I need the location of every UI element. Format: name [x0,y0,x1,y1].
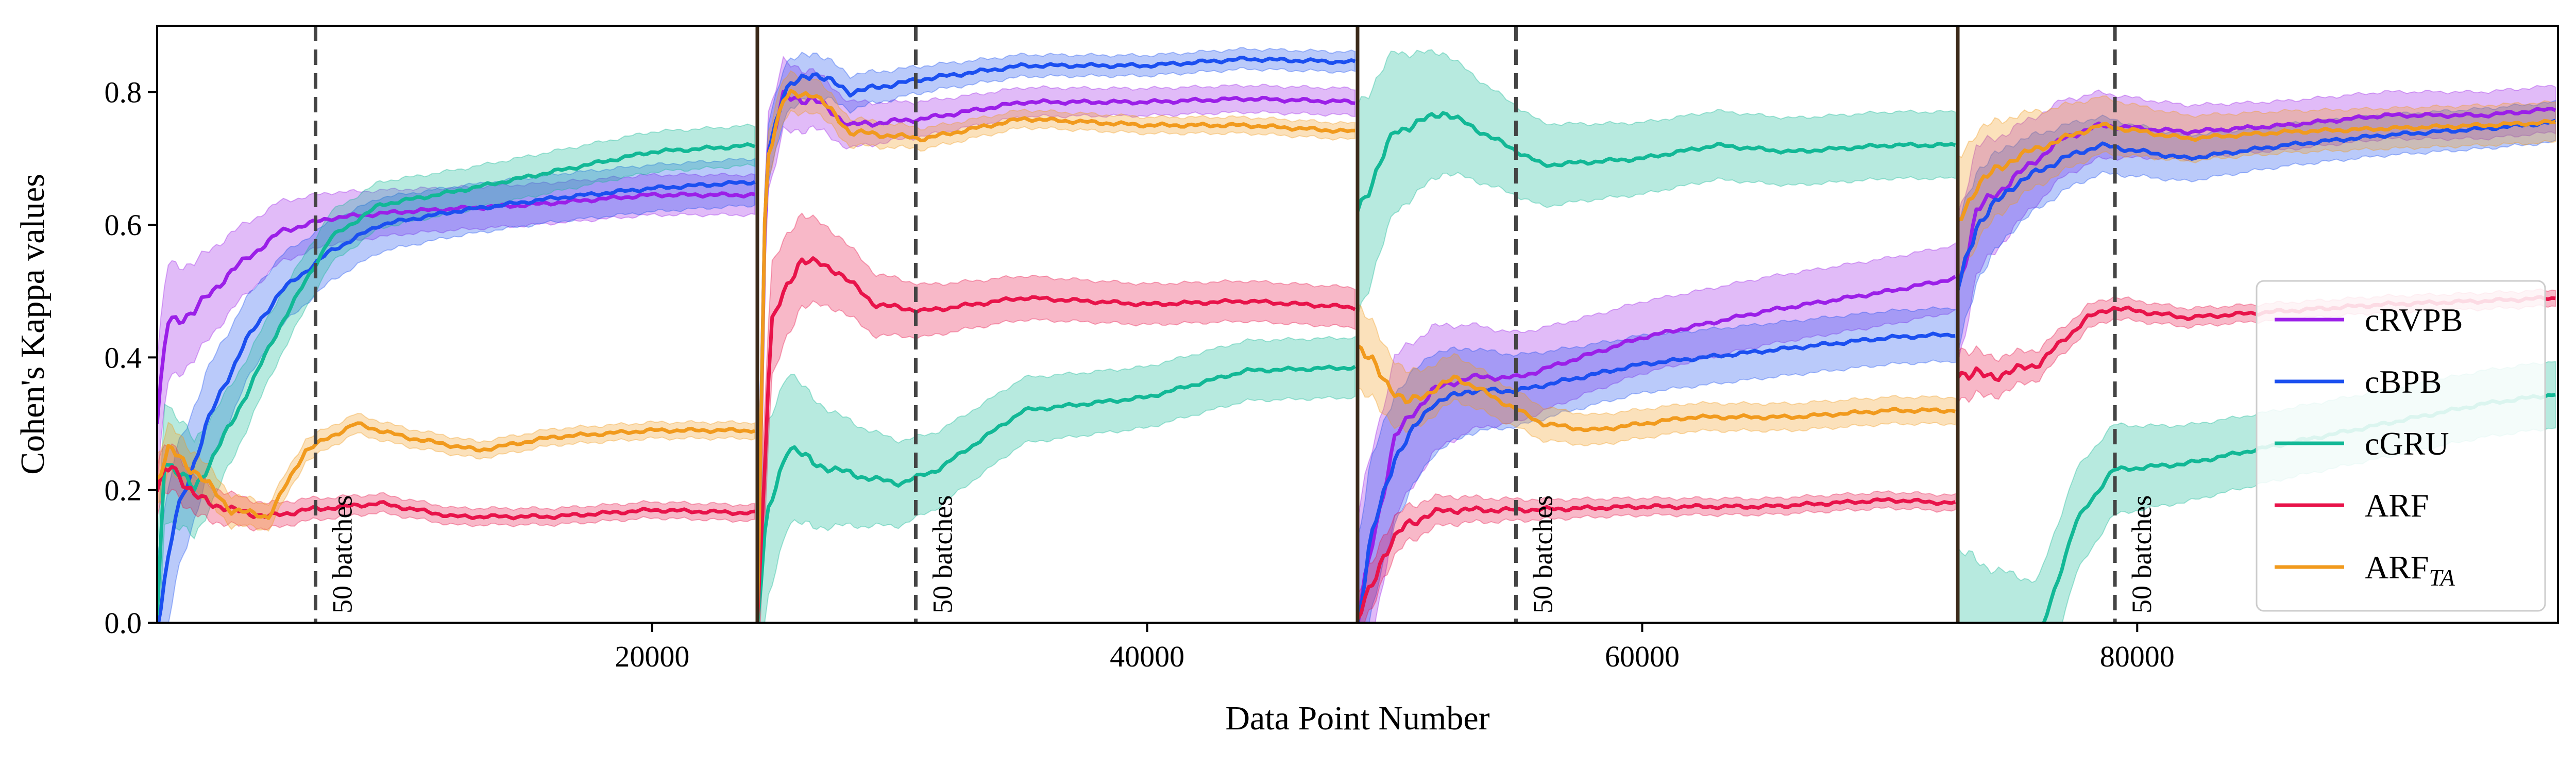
x-tick-label-0: 20000 [615,640,689,673]
band-arf-ta-segment-2 [757,70,1356,623]
series-line-cgru-segment-2 [756,364,1356,623]
band-cgru-segment-2 [757,336,1356,623]
series-line-arf-ta-segment-2 [755,89,1355,623]
plot-frame [156,25,2559,624]
series-line-arf-ta-segment-1 [157,421,756,520]
series-line-arf-ta-segment-3 [1357,344,1956,432]
legend-label-crvpb: cRVPB [2365,302,2463,338]
band-cbpb-segment-3 [1357,306,1956,623]
series-line-cbpb-segment-3 [1355,331,1956,623]
band-arf-segment-3 [1357,490,1956,623]
band-arf-ta-segment-3 [1357,302,1956,446]
series-line-cgru-segment-3 [1355,111,1956,212]
series-line-arf-segment-2 [755,256,1356,622]
legend-label-arf: ARF [2365,487,2429,524]
batch-marker-label-2: 50 batches [927,495,958,613]
series-line-arf-segment-3 [1355,497,1956,621]
series-line-arf-ta-segment-4 [1957,119,2556,221]
batch-marker-label-3: 50 batches [1527,495,1558,613]
batch-marker-label-4: 50 batches [2126,495,2157,613]
batch-marker-label-1: 50 batches [327,495,358,613]
series-line-cbpb-segment-2 [755,56,1356,620]
legend-box [2256,280,2546,612]
band-crvpb-segment-3 [1357,242,1956,623]
y-tick-label-2: 0.4 [105,341,142,374]
band-arf-segment-4 [1957,288,2556,405]
legend-label-base: ARF [2365,549,2429,586]
series-line-crvpb-segment-1 [157,191,755,424]
x-tick-label-1: 40000 [1110,640,1184,673]
x-axis-title: Data Point Number [1225,700,1489,737]
band-cbpb-segment-2 [757,47,1356,623]
y-tick-label-3: 0.6 [105,208,142,242]
y-tick-label-0: 0.0 [105,606,142,640]
legend-label-cbpb: cBPB [2365,363,2442,400]
y-tick-label-4: 0.8 [105,76,142,109]
band-cgru-segment-3 [1357,49,1956,318]
band-arf-ta-segment-1 [157,413,756,532]
series-line-crvpb-segment-2 [755,90,1355,619]
y-axis-title: Cohen's Kappa values [14,174,52,475]
series-line-cbpb-segment-4 [1956,119,2556,291]
series-line-crvpb-segment-3 [1356,275,1957,623]
band-arf-segment-2 [757,212,1356,623]
legend-label-arf-ta: ARFTA [2365,549,2455,591]
band-arf-ta-segment-4 [1957,95,2556,284]
x-tick-label-3: 80000 [2100,640,2175,673]
series-line-cgru-segment-1 [157,142,756,615]
legend-label-subscript: TA [2429,564,2455,591]
series-line-cbpb-segment-1 [157,179,756,623]
x-tick-label-2: 60000 [1605,640,1680,673]
legend-label-cgru: cGRU [2365,425,2449,462]
band-cgru-segment-1 [157,123,756,623]
band-crvpb-segment-4 [1957,85,2556,364]
y-tick-label-1: 0.2 [105,474,142,507]
band-cbpb-segment-1 [157,157,756,623]
